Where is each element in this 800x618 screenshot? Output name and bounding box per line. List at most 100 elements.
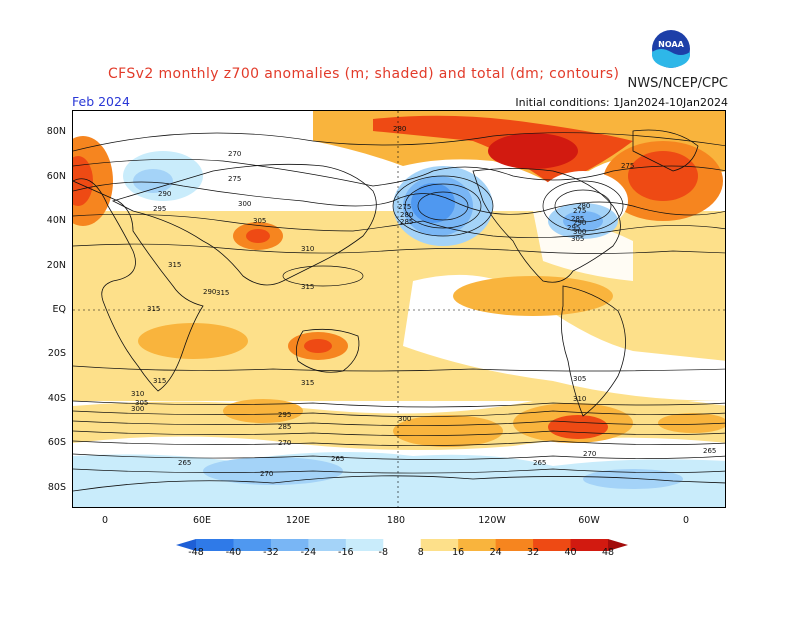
lat-label: 20N	[46, 260, 66, 271]
lat-label: 60S	[47, 437, 66, 448]
contour-label: 265	[178, 459, 191, 467]
contour-label: 305	[253, 217, 266, 225]
colorbar-label: -32	[263, 547, 279, 558]
contour-label: 300	[398, 415, 411, 423]
lon-label: 120W	[478, 515, 506, 526]
shade-south-blob-3	[548, 415, 608, 439]
agency-label: NWS/NCEP/CPC	[627, 76, 728, 91]
contour-label: 265	[703, 447, 716, 455]
contour-label: 290	[158, 190, 171, 198]
contour-label: 310	[131, 390, 144, 398]
colorbar-label: -24	[300, 547, 317, 558]
lat-label: 60N	[46, 171, 66, 182]
contour-label: 270	[228, 150, 241, 158]
colorbar-label: -40	[225, 547, 242, 558]
contour-label: 280	[577, 202, 590, 210]
contour-label: 285	[400, 218, 413, 226]
contour-label: 285	[278, 423, 291, 431]
contour-label: 305	[573, 375, 586, 383]
contour-label: 275	[573, 207, 586, 215]
contour-label: 270	[260, 470, 273, 478]
shade-arctic-dark	[488, 133, 578, 169]
contours	[73, 132, 725, 474]
coast-greenland	[632, 129, 699, 172]
contour-label: 315	[147, 305, 160, 313]
contour-label: 295	[153, 205, 166, 213]
shade-aus-red	[304, 339, 332, 353]
contour-label: 310	[573, 395, 586, 403]
contour-label: 300	[238, 200, 251, 208]
lon-label: 180	[386, 515, 406, 526]
lon-label: 60W	[578, 515, 600, 526]
contour-label: 270	[583, 450, 596, 458]
colorbar	[176, 536, 628, 555]
contour-label-group: 280 270 275 290 295 300 305 310 315 315 …	[131, 125, 716, 478]
contour-label: 280	[393, 125, 406, 133]
colorbar-label: -48	[188, 547, 204, 558]
colorbar-label: 24	[489, 547, 502, 558]
colorbar-swatch	[383, 539, 422, 551]
colorbar-label: 32	[527, 547, 540, 558]
colorbar-label: -16	[338, 547, 354, 558]
colorbar-swatch	[420, 539, 459, 551]
chart-title: CFSv2 monthly z700 anomalies (m; shaded)…	[108, 66, 620, 82]
contour-label: 315	[301, 283, 314, 291]
contour-label: 310	[301, 245, 314, 253]
lon-label: 0	[682, 515, 690, 526]
shade-europe-red	[73, 156, 93, 206]
shade-siberia-blue2	[133, 169, 173, 193]
contour-label: 290	[573, 219, 586, 227]
noaa-logo-text: NOAA	[658, 40, 684, 49]
colorbar-swatch	[345, 539, 384, 551]
lat-label: 40N	[46, 215, 66, 226]
colorbar-swatch	[458, 539, 497, 551]
noaa-logo-icon: NOAA	[650, 28, 692, 70]
shade-eq-orange2	[138, 323, 248, 359]
contour-label: 315	[153, 377, 166, 385]
lon-label: 120E	[285, 515, 311, 526]
colorbar-label: 40	[564, 547, 577, 558]
lat-label: 80S	[47, 482, 66, 493]
contour-label: 265	[331, 455, 344, 463]
coast-africa-europe	[73, 178, 204, 392]
coast-antarctica	[73, 475, 725, 492]
contour-label: 305	[135, 399, 148, 407]
contour-label: 315	[301, 379, 314, 387]
coastlines	[73, 129, 725, 492]
colorbar-swatch	[196, 539, 234, 551]
contour-label: 275	[621, 162, 634, 170]
colorbar-svg	[176, 539, 628, 551]
contour-label: 305	[571, 235, 584, 243]
initial-conditions: Initial conditions: 1Jan2024-10Jan2024	[515, 96, 728, 109]
shade-antarctic-blue-3	[583, 469, 683, 489]
lat-label: 40S	[47, 393, 66, 404]
contour-label: 315	[168, 261, 181, 269]
coast-south-america	[560, 285, 626, 417]
contour-label: 290	[203, 288, 216, 296]
colorbar-swatch	[270, 539, 309, 551]
lat-label: 80N	[46, 126, 66, 137]
coast-eurasia	[111, 163, 377, 286]
colorbar-max-arrow	[608, 539, 628, 551]
colorbar-label: 48	[601, 547, 615, 558]
grid-lines	[73, 111, 725, 507]
colorbar-label: 16	[452, 547, 465, 558]
contour-label: 285	[571, 215, 584, 223]
colorbar-swatch	[308, 539, 347, 551]
shade-pacific-blue3	[411, 183, 455, 223]
contour-label: 275	[398, 203, 411, 211]
colorbar-swatch	[495, 539, 534, 551]
contour-label: 265	[533, 459, 546, 467]
shade-atlantic-red	[628, 151, 698, 201]
shade-eq-orange	[453, 276, 613, 316]
contour-label: 295	[278, 411, 291, 419]
shade-south-blob-4	[223, 399, 303, 423]
colorbar-swatch	[533, 539, 572, 551]
contour-label: 300	[573, 228, 586, 236]
contour-label: 300	[131, 405, 144, 413]
lon-label: 60E	[192, 515, 212, 526]
colorbar-swatch	[570, 539, 609, 551]
contour-label: 270	[278, 439, 291, 447]
contour-label: 280	[400, 211, 413, 219]
shade-south-blob-1	[393, 415, 503, 447]
